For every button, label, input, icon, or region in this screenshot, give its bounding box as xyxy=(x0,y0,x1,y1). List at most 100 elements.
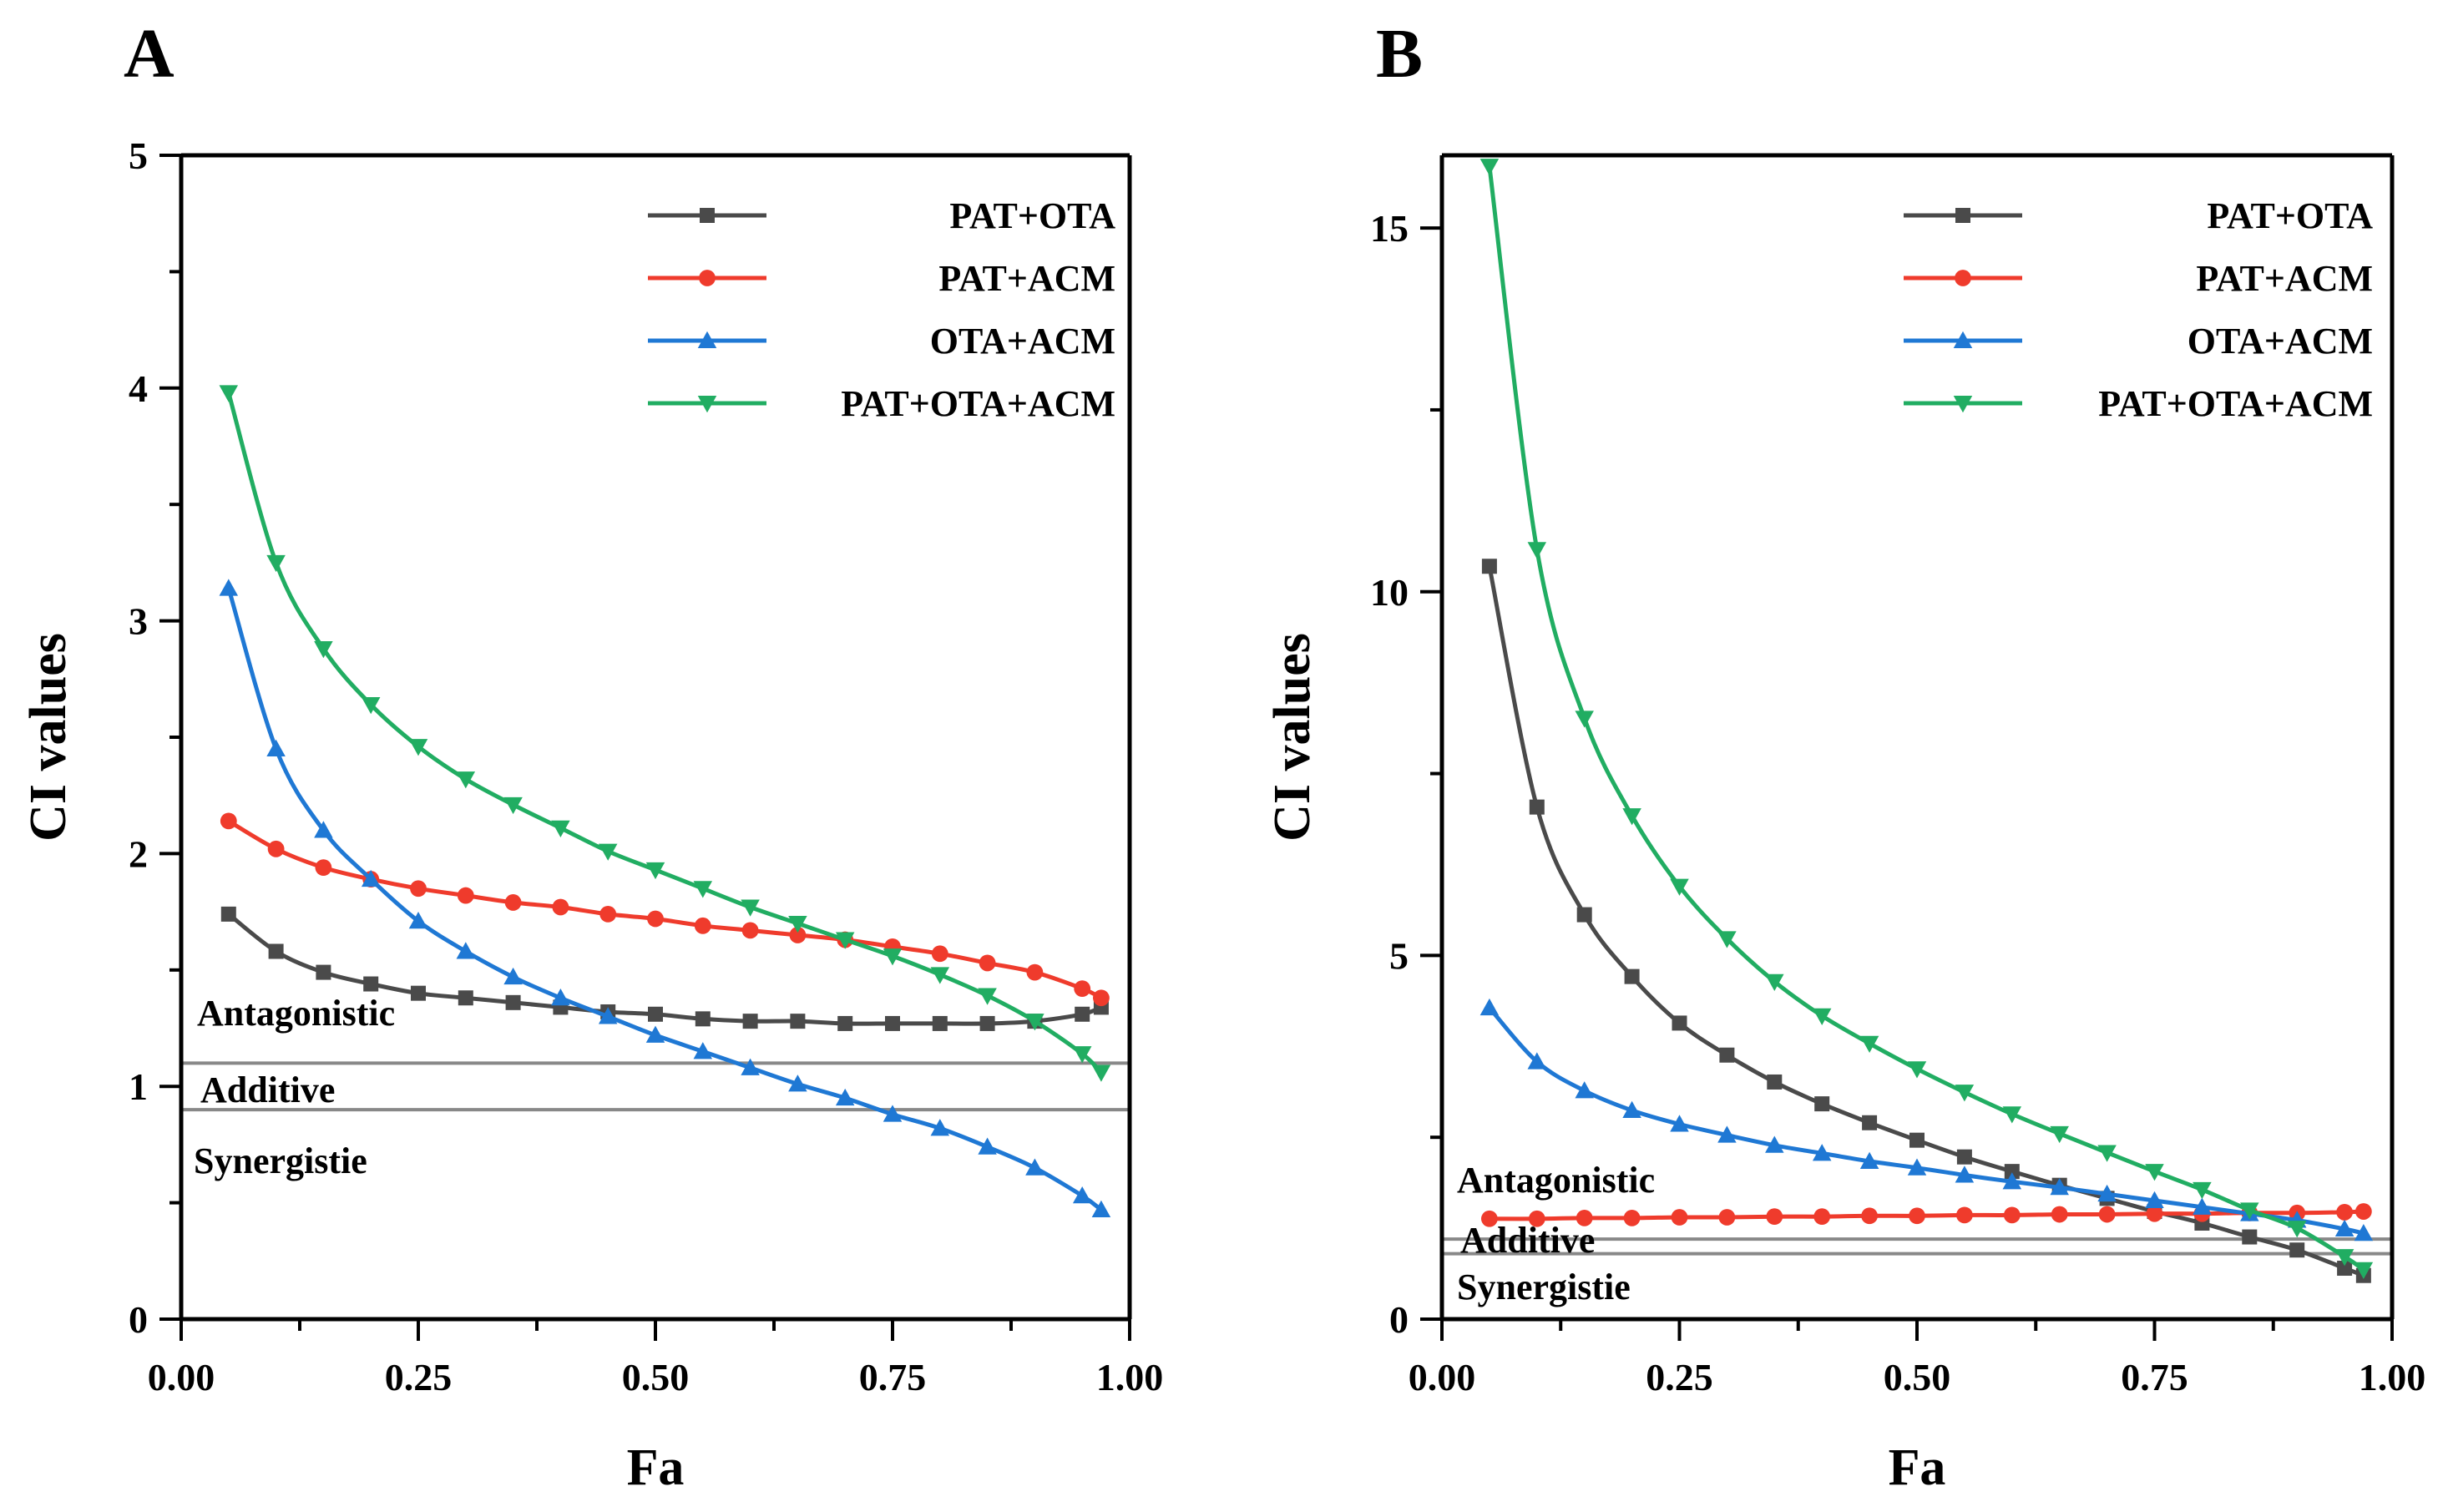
legend-label: PAT+OTA xyxy=(949,195,1115,236)
data-point xyxy=(1074,980,1091,998)
legend-marker xyxy=(1955,270,1971,286)
y-tick-label: 4 xyxy=(129,367,148,410)
panel-b: B Antagonistic Additive Synergistie 0.00 0.2… xyxy=(1264,15,2425,1496)
data-point xyxy=(361,869,381,887)
data-point xyxy=(1909,1132,1925,1148)
data-point xyxy=(932,1015,948,1031)
data-point xyxy=(2004,1164,2020,1180)
series-pat-acm xyxy=(220,812,1110,1007)
data-point xyxy=(504,894,522,911)
data-point xyxy=(503,967,523,985)
data-point xyxy=(694,917,711,934)
data-point xyxy=(788,916,807,933)
data-point xyxy=(1481,559,1497,574)
data-point xyxy=(267,840,285,857)
data-point xyxy=(266,739,286,756)
legend-label: PAT+OTA+ACM xyxy=(2098,383,2373,424)
data-point xyxy=(220,906,236,922)
data-point xyxy=(645,862,665,880)
y-axis-title: CI values xyxy=(1264,633,1321,842)
data-point xyxy=(2002,1106,2022,1124)
data-point xyxy=(314,821,333,838)
series-ota-acm xyxy=(1479,998,2374,1241)
data-point xyxy=(1075,1006,1090,1022)
data-point xyxy=(1481,1210,1498,1227)
legend: PAT+OTA PAT+ACM OTA+ACM PAT+OTA+ACM xyxy=(1904,195,2373,424)
data-point xyxy=(930,967,950,984)
data-point xyxy=(1479,159,1500,176)
region-label: Antagonistic xyxy=(1457,1160,1655,1201)
data-point xyxy=(788,1075,807,1092)
data-point xyxy=(979,1015,995,1031)
data-point xyxy=(1072,1046,1092,1064)
data-point xyxy=(1812,1008,1832,1025)
data-point xyxy=(741,1058,760,1075)
data-point xyxy=(551,989,570,1006)
data-point xyxy=(1907,1158,1927,1176)
legend-entry: OTA+ACM xyxy=(648,321,1115,362)
data-point xyxy=(456,771,476,789)
y-tick-label: 15 xyxy=(1370,207,1409,250)
data-point xyxy=(1671,1209,1688,1226)
y-tick-label: 3 xyxy=(129,600,148,643)
data-point xyxy=(2050,1178,2069,1196)
legend-label: PAT+ACM xyxy=(2196,258,2373,299)
data-point xyxy=(883,948,903,966)
data-point xyxy=(1091,1200,1111,1217)
data-point xyxy=(789,927,807,943)
legend-label: PAT+OTA xyxy=(2207,195,2373,236)
data-point xyxy=(1861,1207,1879,1225)
data-point xyxy=(2098,1206,2116,1223)
series-line xyxy=(226,392,1103,1075)
y-axis-title: CI values xyxy=(20,633,77,842)
data-point xyxy=(268,943,284,959)
data-point xyxy=(219,579,239,596)
data-point xyxy=(408,912,428,929)
data-point xyxy=(2145,1191,2164,1208)
legend-entry: PAT+OTA+ACM xyxy=(1904,383,2373,424)
data-point xyxy=(410,880,427,898)
data-point xyxy=(1719,1047,1735,1063)
data-point xyxy=(1767,1074,1783,1090)
legend-label: PAT+ACM xyxy=(938,258,1115,299)
legend-label: OTA+ACM xyxy=(2188,321,2373,362)
data-point xyxy=(2146,1205,2163,1222)
data-point xyxy=(695,1011,711,1027)
data-point xyxy=(741,922,759,939)
data-point xyxy=(220,812,237,830)
data-point xyxy=(742,1014,758,1029)
data-point xyxy=(2334,1219,2354,1236)
data-point xyxy=(1765,1135,1784,1153)
x-tick-label: 1.00 xyxy=(2359,1356,2426,1398)
data-point xyxy=(1622,808,1641,826)
data-point xyxy=(2145,1164,2164,1181)
data-point xyxy=(552,898,569,916)
y-tick-label: 5 xyxy=(129,134,148,177)
data-point xyxy=(363,976,379,992)
x-tick-label: 1.00 xyxy=(1096,1356,1164,1398)
data-point xyxy=(1909,1207,1925,1225)
panel-label: B xyxy=(1376,15,1423,93)
series-pat-ota-acm xyxy=(219,385,1111,1082)
data-point xyxy=(1955,1166,1975,1183)
data-point xyxy=(885,1015,900,1031)
data-point xyxy=(266,554,286,573)
data-point xyxy=(599,905,617,923)
data-point xyxy=(1575,710,1594,728)
data-point xyxy=(1859,1151,1879,1169)
legend-entry: PAT+ACM xyxy=(1904,258,2373,299)
x-tick-label: 0.50 xyxy=(622,1356,690,1398)
data-point xyxy=(2354,1262,2374,1280)
legend-marker xyxy=(700,208,715,223)
data-point xyxy=(2002,1172,2022,1190)
data-point xyxy=(1527,1052,1547,1070)
data-point xyxy=(790,1014,806,1029)
data-point xyxy=(1859,1035,1879,1054)
legend-marker xyxy=(699,270,716,286)
legend-marker xyxy=(1953,396,1973,413)
data-point xyxy=(2193,1181,2212,1200)
data-point xyxy=(1575,1081,1594,1099)
data-point xyxy=(551,820,570,837)
data-point xyxy=(1955,1085,1975,1102)
